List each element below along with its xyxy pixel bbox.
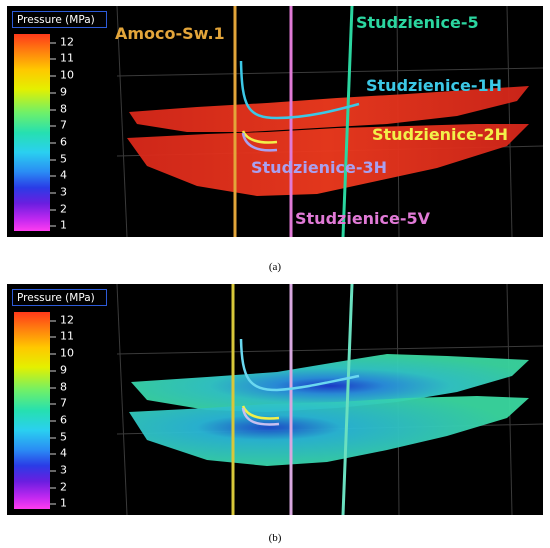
legend-tick: 12 (50, 35, 74, 49)
well-studzienice-3h (241, 132, 278, 152)
panel-a-scene (116, 6, 543, 237)
legend-tick: 1 (50, 496, 67, 510)
label-studzienice-1h: Studzienice-1H (366, 76, 503, 95)
pressure-legend: Pressure (MPa) (12, 289, 109, 511)
legend-tick: 9 (50, 363, 67, 377)
legend-tick: 11 (50, 329, 74, 343)
legend-tick: 7 (50, 118, 67, 132)
legend-color-bar (14, 312, 50, 509)
legend-tick: 4 (50, 168, 67, 182)
label-studzienice-5: Studzienice-5 (356, 13, 479, 32)
caption-a: (a) (268, 261, 282, 273)
well-studzienice-3h (241, 407, 280, 426)
legend-tick: 8 (50, 380, 67, 394)
lower-reservoir-surface (127, 124, 529, 196)
legend-tick: 6 (50, 413, 67, 427)
label-studzienice-3h: Studzienice-3H (251, 158, 388, 177)
legend-title: Pressure (MPa) (12, 289, 107, 306)
lower-reservoir-surface (129, 396, 529, 466)
well-studzienice-5 (341, 6, 354, 237)
legend-title: Pressure (MPa) (12, 11, 107, 28)
legend-tick: 7 (50, 396, 67, 410)
legend-tick: 12 (50, 313, 74, 327)
legend-tick: 2 (50, 202, 67, 216)
upper-reservoir-surface (129, 86, 529, 132)
well-studzienice-1h (239, 338, 360, 392)
legend-tick: 10 (50, 346, 74, 360)
label-amoco: Amoco-Sw.1 (115, 24, 225, 43)
legend-tick: 3 (50, 463, 67, 477)
legend-tick: 3 (50, 185, 67, 199)
legend-tick: 2 (50, 480, 67, 494)
legend-ticks: 12 11 10 9 8 7 6 5 4 3 2 1 (50, 312, 90, 510)
legend-tick: 4 (50, 446, 67, 460)
legend-ticks: 12 11 10 9 8 7 6 5 4 3 2 1 (50, 34, 90, 232)
legend-tick: 1 (50, 218, 67, 232)
caption-b: (b) (268, 532, 282, 544)
legend-tick: 11 (50, 51, 74, 65)
well-studzienice-5 (341, 284, 354, 515)
pressure-legend: Pressure (MPa) (12, 11, 109, 233)
legend-tick: 5 (50, 430, 67, 444)
panel-b-scene (116, 284, 543, 515)
well-studzienice-1h (239, 60, 360, 120)
panel-b-viewport: Pressure (MPa) (7, 284, 543, 515)
legend-tick: 8 (50, 102, 67, 116)
panel-a-viewport: Pressure (MPa) (7, 6, 543, 237)
label-studzienice-5v: Studzienice-5V (295, 209, 431, 228)
legend-color-bar (14, 34, 50, 231)
legend-tick: 10 (50, 68, 74, 82)
label-studzienice-2h: Studzienice-2H (372, 125, 509, 144)
legend-tick: 6 (50, 135, 67, 149)
legend-tick: 9 (50, 85, 67, 99)
legend-tick: 5 (50, 152, 67, 166)
